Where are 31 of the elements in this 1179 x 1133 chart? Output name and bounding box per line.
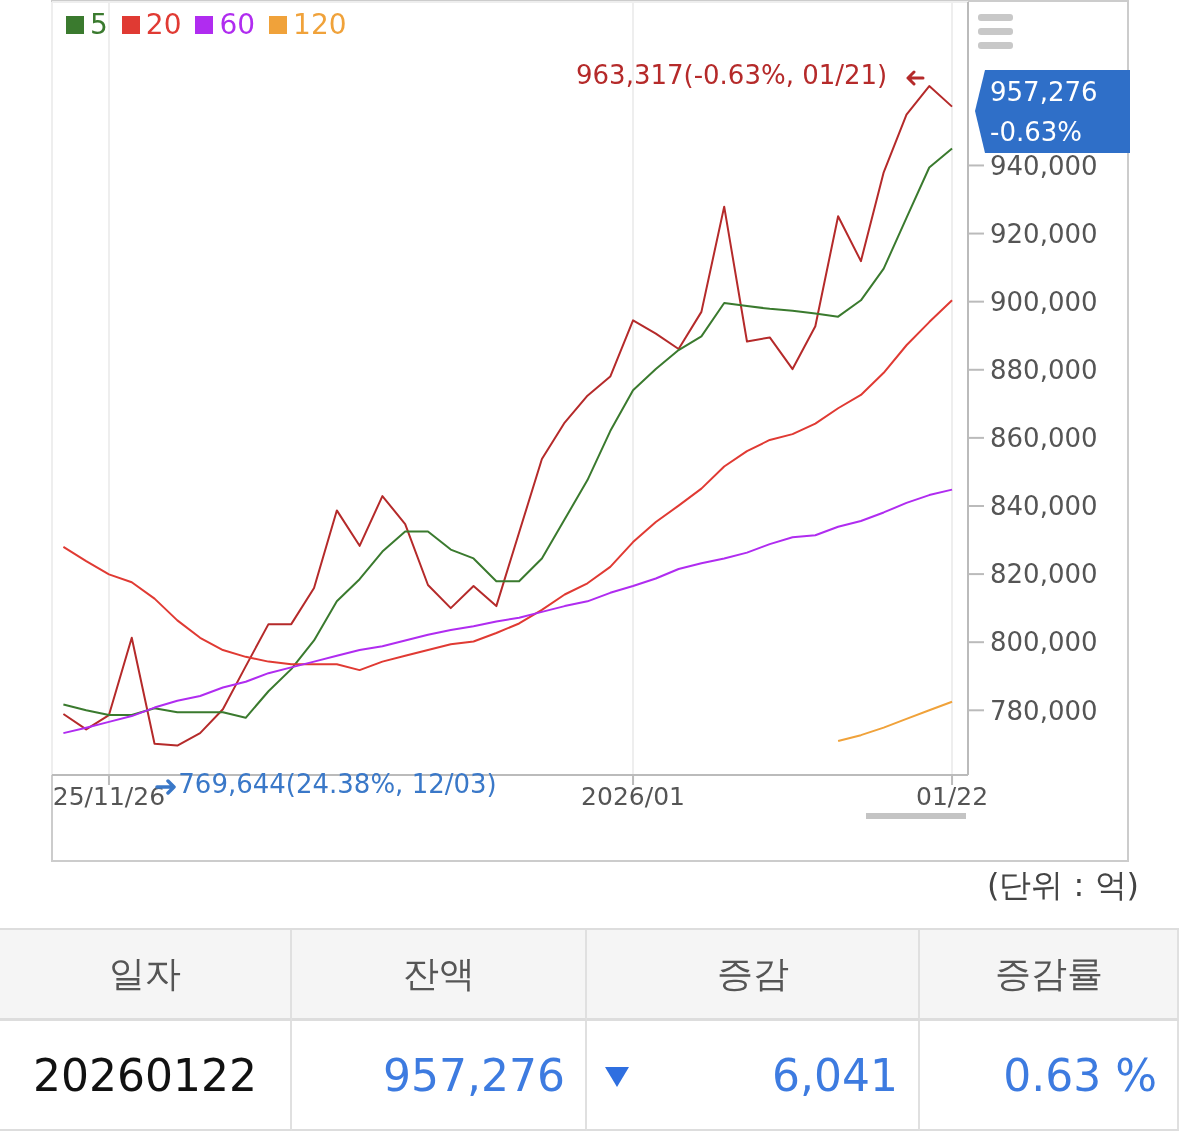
text: 0.63 % (920, 1021, 1179, 1131)
y-tick-label: 820,000 (990, 559, 1098, 590)
y-tick-label: 940,000 (990, 150, 1098, 181)
legend-label: 120 (292, 8, 347, 41)
text: 일자 (0, 930, 292, 1021)
y-tick-label: 840,000 (990, 491, 1098, 522)
text: 증감률 (920, 930, 1179, 1021)
legend-label: 60 (218, 8, 256, 41)
legend-label: 20 (144, 8, 182, 41)
y-tick-label: 920,000 (990, 218, 1098, 249)
text: 증감 (587, 930, 920, 1021)
annotation: 769,644(24.38%, 12/03) (178, 769, 497, 800)
text: (단위 : 억) (986, 865, 1139, 906)
y-tick-label: 880,000 (990, 355, 1098, 385)
legend-label: 5 (89, 8, 108, 41)
y-tick-label: 900,000 (990, 286, 1098, 317)
x-tick-label: 25/11/26 (52, 781, 166, 811)
text: 6,041 (587, 1021, 920, 1131)
annotation: 963,317(-0.63%, 01/21) (576, 59, 888, 90)
y-tick-label: 800,000 (990, 627, 1098, 658)
x-tick-label: 01/22 (916, 781, 989, 811)
line-series (837, 700, 954, 742)
text: 957,276 -0.63% (990, 76, 1099, 150)
text: 잔액 (292, 930, 587, 1021)
text: 20260122 (0, 1021, 292, 1131)
text: 957,276 (292, 1021, 587, 1131)
line-series (62, 488, 954, 735)
y-tick-label: 860,000 (990, 423, 1098, 454)
y-tick-label: 780,000 (990, 695, 1098, 726)
x-tick-label: 2026/01 (581, 781, 685, 811)
line-series (62, 299, 954, 672)
